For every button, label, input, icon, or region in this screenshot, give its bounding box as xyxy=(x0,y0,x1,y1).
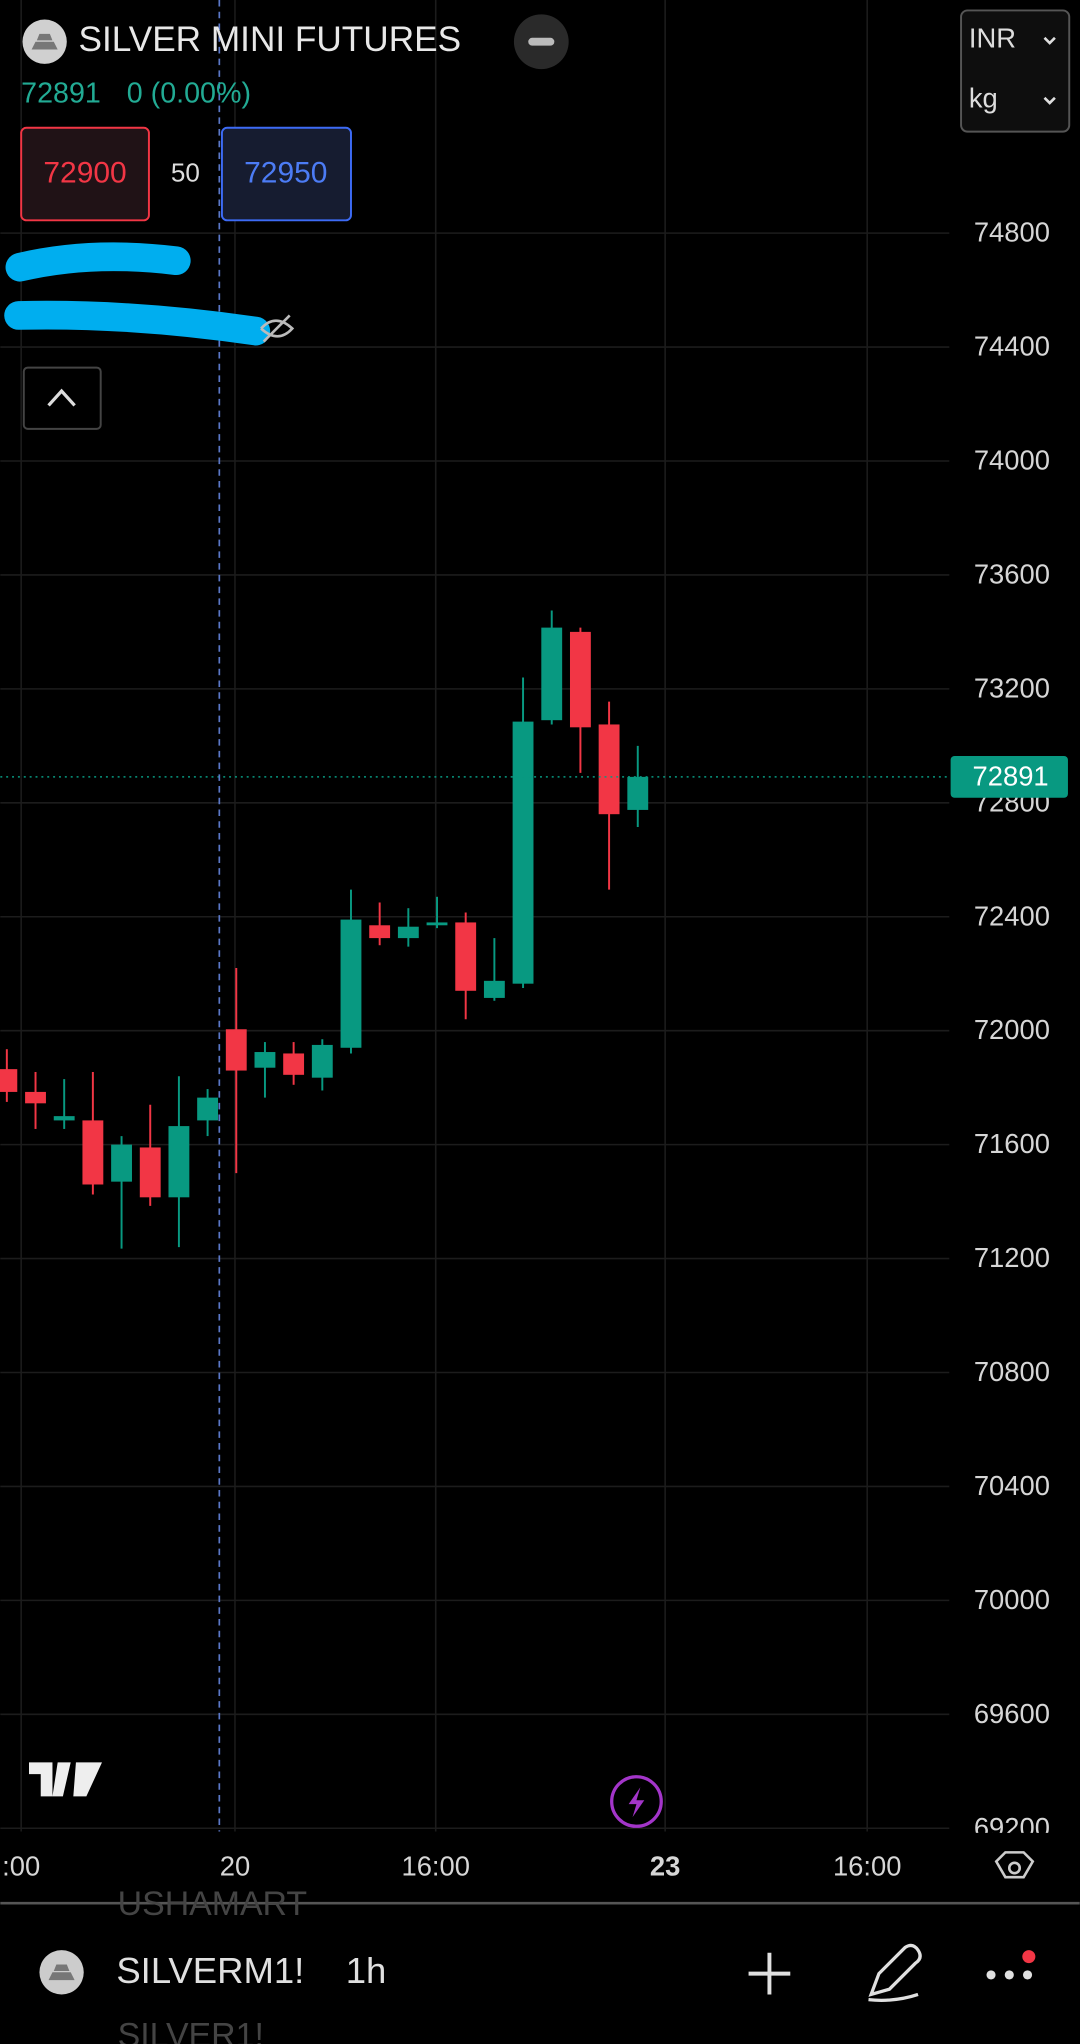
settings-icon-center xyxy=(1007,1861,1022,1875)
candle-body xyxy=(225,1029,247,1071)
candle-body xyxy=(111,1144,132,1182)
candle-body xyxy=(0,1069,18,1092)
y-tick-label: 74000 xyxy=(974,445,1050,476)
more-dot xyxy=(1022,1970,1033,1980)
watchlist-item: USHAMART xyxy=(118,1885,307,1923)
y-tick-label: 72400 xyxy=(974,900,1050,931)
dropdown-icon xyxy=(1043,36,1056,45)
y-tick-label: 74400 xyxy=(974,331,1050,362)
x-tick-label: 16:00 xyxy=(833,1850,901,1881)
price-change: 0 (0.00%) xyxy=(127,78,251,110)
watchlist-item: SILVER1! xyxy=(118,2016,264,2044)
draw-button[interactable] xyxy=(868,1943,922,2002)
lightning-icon xyxy=(628,1787,645,1818)
last-price-label: 72891 xyxy=(973,760,1049,791)
candle-body xyxy=(627,776,649,810)
plot xyxy=(0,610,950,1249)
notification-dot xyxy=(1022,1950,1036,1964)
buy-button[interactable] xyxy=(220,126,352,222)
more-dot[interactable] xyxy=(986,1970,996,1980)
candle-body xyxy=(283,1053,305,1075)
candle-body xyxy=(397,926,419,939)
time-axis: :00 20 16:00 23 16:00 xyxy=(2,1850,901,1881)
buy-price: 72950 xyxy=(244,157,327,190)
unit: kg xyxy=(969,83,998,114)
chevron-up xyxy=(47,388,76,407)
candle-body xyxy=(82,1120,104,1185)
candle-body xyxy=(139,1147,161,1198)
y-tick-label: 73600 xyxy=(974,558,1050,589)
redaction xyxy=(5,242,191,282)
candle-body xyxy=(311,1044,333,1078)
candle-body xyxy=(254,1052,276,1068)
price-axis: 69200 69600 70000 70400 70800 71200 71600 72000… xyxy=(974,217,1050,1843)
candle-body xyxy=(340,919,362,1048)
more-dot xyxy=(1004,1970,1014,1980)
y-tick-label: 72000 xyxy=(974,1014,1050,1045)
currency-unit-box[interactable] xyxy=(960,9,1071,133)
candle-body xyxy=(512,721,534,984)
sell-price: 72900 xyxy=(43,157,126,190)
expand-button[interactable] xyxy=(22,366,102,430)
lightning-button[interactable] xyxy=(610,1775,663,1828)
y-tick-label: 73200 xyxy=(974,672,1050,703)
y-tick-label: 71600 xyxy=(974,1128,1050,1159)
y-tick-label: 69600 xyxy=(974,1698,1050,1729)
symbol-name: SILVER MINI FUTURES xyxy=(79,20,462,59)
x-tick-label: :00 xyxy=(2,1850,40,1881)
y-tick-label: 74800 xyxy=(974,217,1050,248)
x-tick-label: 23 xyxy=(650,1850,680,1881)
candle-body xyxy=(426,922,448,926)
y-tick-label: 71200 xyxy=(974,1242,1050,1273)
candle-body xyxy=(569,631,591,728)
y-tick-label: 70400 xyxy=(974,1470,1050,1501)
candle-body xyxy=(598,724,620,815)
symbol-icon xyxy=(39,1950,84,1995)
last-price-badge xyxy=(950,756,1068,798)
symbol-icon-glyph xyxy=(31,33,58,50)
hide-icon[interactable] xyxy=(260,314,295,343)
candle-body xyxy=(455,922,477,991)
sell-button[interactable] xyxy=(20,126,150,222)
bottom-symbol[interactable]: SILVERM1! xyxy=(116,1950,304,1991)
dropdown-icon xyxy=(1043,96,1056,105)
logo xyxy=(29,1762,102,1797)
add-button[interactable] xyxy=(748,1952,791,1995)
y-tick-label: 69200 xyxy=(974,1812,1050,1843)
x-tick-label: 16:00 xyxy=(401,1850,469,1881)
grid xyxy=(0,0,950,1832)
candle-body xyxy=(369,925,391,939)
redaction xyxy=(4,300,271,346)
x-tick-label: 20 xyxy=(220,1850,250,1881)
last-price: 72891 xyxy=(21,78,101,110)
candle-body xyxy=(541,627,563,721)
symbol-icon-glyph xyxy=(48,1964,75,1981)
minus-icon xyxy=(528,37,555,46)
candle-body xyxy=(25,1091,46,1104)
currency: INR xyxy=(969,23,1016,54)
interval[interactable]: 1h xyxy=(346,1950,387,1991)
candle-body xyxy=(53,1116,75,1121)
settings-icon[interactable] xyxy=(994,1851,1035,1879)
spread: 50 xyxy=(171,158,200,188)
y-tick-label: 70000 xyxy=(974,1584,1050,1615)
y-tick-label: 70800 xyxy=(974,1356,1050,1387)
candle-body xyxy=(197,1097,219,1121)
candle-body xyxy=(483,980,505,998)
candle-body xyxy=(168,1126,190,1198)
